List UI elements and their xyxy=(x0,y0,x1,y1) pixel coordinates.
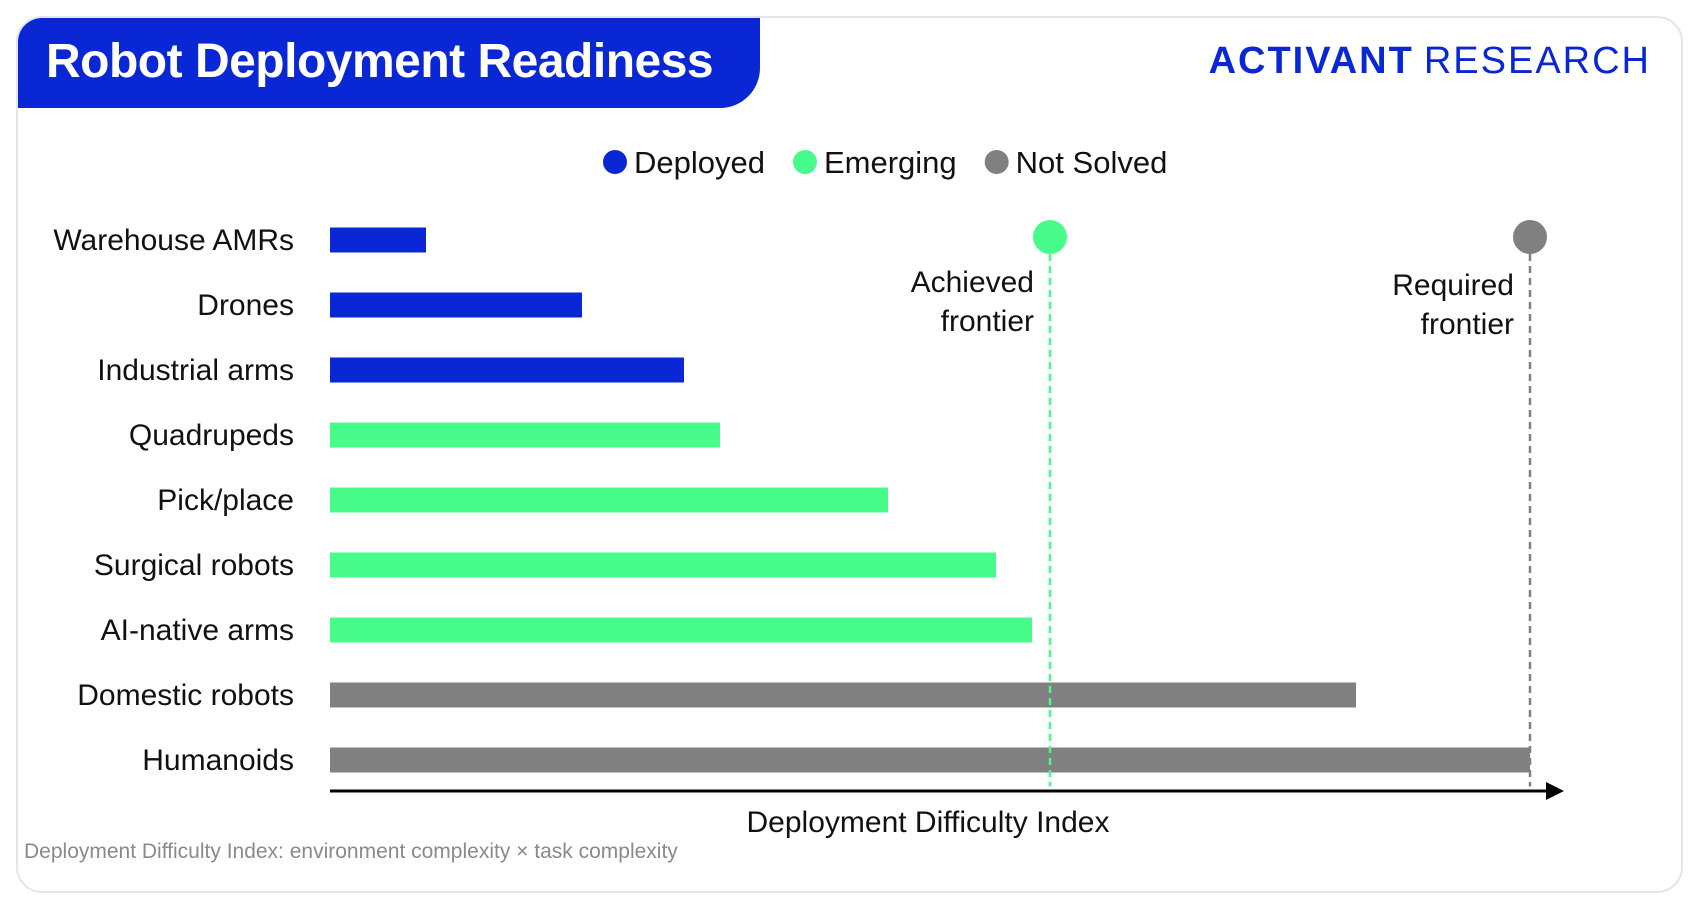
bar-ai-native-arms xyxy=(330,617,1032,643)
bar-surgical-robots xyxy=(330,552,996,578)
frontier-label-line2: frontier xyxy=(1421,308,1514,341)
legend-marker-deployed xyxy=(603,150,627,174)
legend-label-emerging: Emerging xyxy=(824,145,957,180)
legend-label-deployed: Deployed xyxy=(634,145,765,180)
bar-industrial-arms xyxy=(330,357,684,383)
bar-drones xyxy=(330,292,582,318)
legend-marker-emerging xyxy=(792,150,817,174)
category-label: Quadrupeds xyxy=(129,419,294,452)
category-label: Surgical robots xyxy=(94,549,294,582)
legend-label-not_solved: Not Solved xyxy=(1016,145,1168,180)
title-banner: Robot Deployment Readiness xyxy=(18,18,760,108)
frontier-marker-0 xyxy=(1033,220,1067,254)
brand-logo: ACTIVANT RESEARCH xyxy=(1209,40,1651,83)
frontier-label-line2: frontier xyxy=(941,305,1034,338)
legend-marker-not_solved xyxy=(984,150,1009,174)
category-label: Pick/place xyxy=(157,484,294,517)
category-label: Humanoids xyxy=(142,744,294,777)
frontier-label-line1: Required xyxy=(1392,269,1514,302)
x-axis-label: Deployment Difficulty Index xyxy=(747,806,1110,839)
chart-card: Robot Deployment Readiness ACTIVANT RESEA… xyxy=(16,16,1683,893)
footnote: Deployment Difficulty Index: environment… xyxy=(24,840,678,863)
category-label: Warehouse AMRs xyxy=(53,224,294,257)
brand-primary: ACTIVANT xyxy=(1208,40,1414,82)
x-axis-arrow-icon xyxy=(1546,782,1564,800)
bar-pick-place xyxy=(330,487,888,513)
category-label: Industrial arms xyxy=(97,354,294,387)
bar-warehouse-amrs xyxy=(330,227,426,253)
brand-secondary: RESEARCH xyxy=(1423,40,1651,82)
category-label: Drones xyxy=(197,289,294,322)
category-label: AI-native arms xyxy=(101,614,294,647)
bar-humanoids xyxy=(330,747,1530,773)
category-label: Domestic robots xyxy=(77,679,294,712)
bar-quadrupeds xyxy=(330,422,720,448)
bar-domestic-robots xyxy=(330,682,1356,708)
frontier-marker-1 xyxy=(1513,220,1547,254)
frontier-label-line1: Achieved xyxy=(911,266,1034,299)
page-title: Robot Deployment Readiness xyxy=(46,35,714,88)
